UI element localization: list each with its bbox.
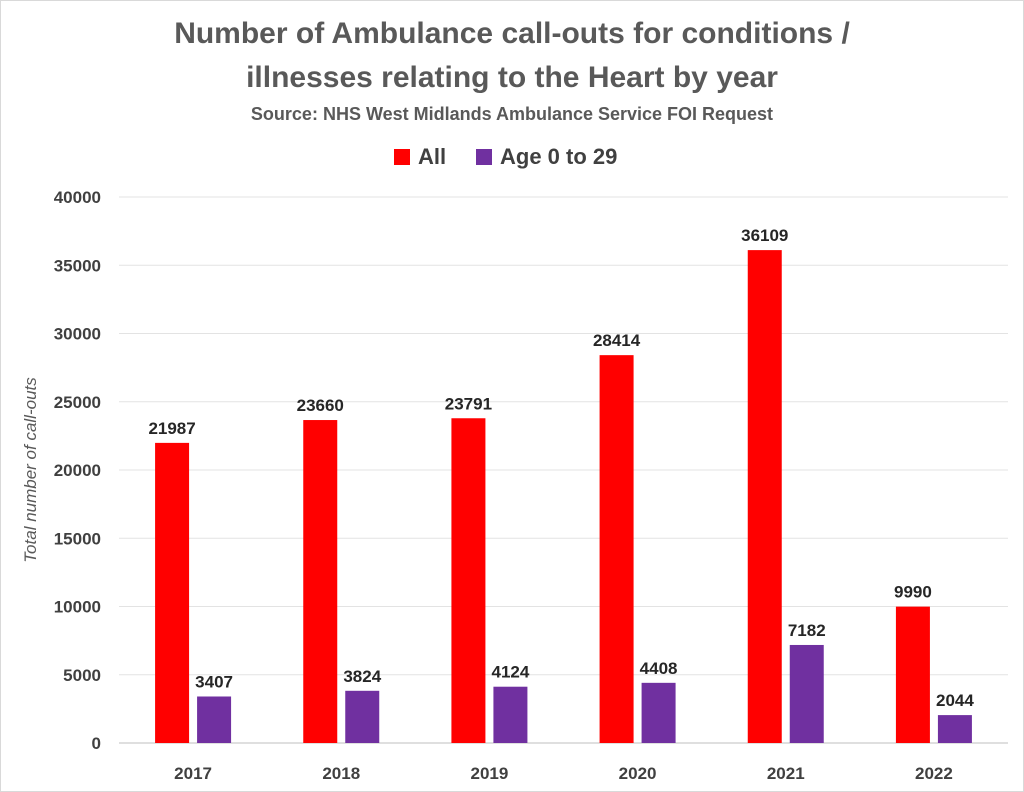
x-tick-label: 2020 (619, 764, 657, 783)
bar-age-0-to-29-2021 (789, 644, 824, 743)
bar-all-2019 (451, 418, 486, 743)
x-tick-label: 2018 (322, 764, 360, 783)
data-label: 9990 (894, 583, 932, 602)
bars (155, 250, 972, 743)
y-axis-ticks: 0 5000 10000 15000 20000 25000 30000 35000 40000 (54, 188, 101, 753)
x-tick-label: 2017 (174, 764, 212, 783)
data-label: 23660 (297, 396, 344, 415)
y-axis-title: Total number of call-outs (21, 377, 40, 563)
data-label: 36109 (741, 226, 788, 245)
y-tick-label: 30000 (54, 325, 101, 344)
data-label: 7182 (788, 621, 826, 640)
x-tick-label: 2022 (915, 764, 953, 783)
data-label: 21987 (148, 419, 195, 438)
data-label: 23791 (445, 394, 492, 413)
y-tick-label: 40000 (54, 188, 101, 207)
chart-title-line-1: Number of Ambulance call-outs for condit… (174, 17, 850, 50)
y-tick-label: 35000 (54, 256, 101, 275)
y-tick-label: 5000 (63, 666, 101, 685)
bar-age-0-to-29-2018 (345, 690, 380, 743)
legend-swatch-age-0-to-29 (476, 149, 492, 165)
y-tick-label: 25000 (54, 393, 101, 412)
y-tick-label: 10000 (54, 598, 101, 617)
x-tick-label: 2019 (471, 764, 509, 783)
bar-all-2017 (155, 442, 190, 743)
y-tick-label: 0 (92, 734, 101, 753)
y-tick-label: 20000 (54, 461, 101, 480)
bar-age-0-to-29-2022 (937, 715, 972, 743)
bar-all-2022 (895, 606, 930, 743)
legend-swatch-all (394, 149, 410, 165)
legend: All Age 0 to 29 (394, 144, 617, 169)
bar-age-0-to-29-2017 (197, 696, 232, 743)
data-label: 4124 (492, 663, 530, 682)
data-label: 4408 (640, 659, 678, 678)
data-labels: 21987 3407 23660 3824 23791 4124 28414 4408 3610… (148, 226, 974, 710)
gridlines (119, 196, 1008, 744)
chart-subtitle: Source: NHS West Midlands Ambulance Serv… (251, 104, 773, 124)
data-label: 3407 (195, 672, 233, 691)
legend-label-age-0-to-29: Age 0 to 29 (500, 144, 617, 169)
chart-title-line-2: illnesses relating to the Heart by year (246, 61, 778, 94)
x-axis-ticks: 2017 2018 2019 2020 2021 2022 (174, 764, 953, 783)
bar-all-2020 (599, 355, 634, 743)
bar-age-0-to-29-2020 (641, 682, 676, 743)
legend-label-all: All (418, 144, 446, 169)
data-label: 3824 (343, 667, 381, 686)
bar-all-2021 (747, 250, 782, 743)
bar-all-2018 (303, 420, 338, 743)
bar-age-0-to-29-2019 (493, 686, 528, 743)
data-label: 28414 (593, 331, 641, 350)
y-tick-label: 15000 (54, 529, 101, 548)
x-tick-label: 2021 (767, 764, 805, 783)
data-label: 2044 (936, 691, 974, 710)
